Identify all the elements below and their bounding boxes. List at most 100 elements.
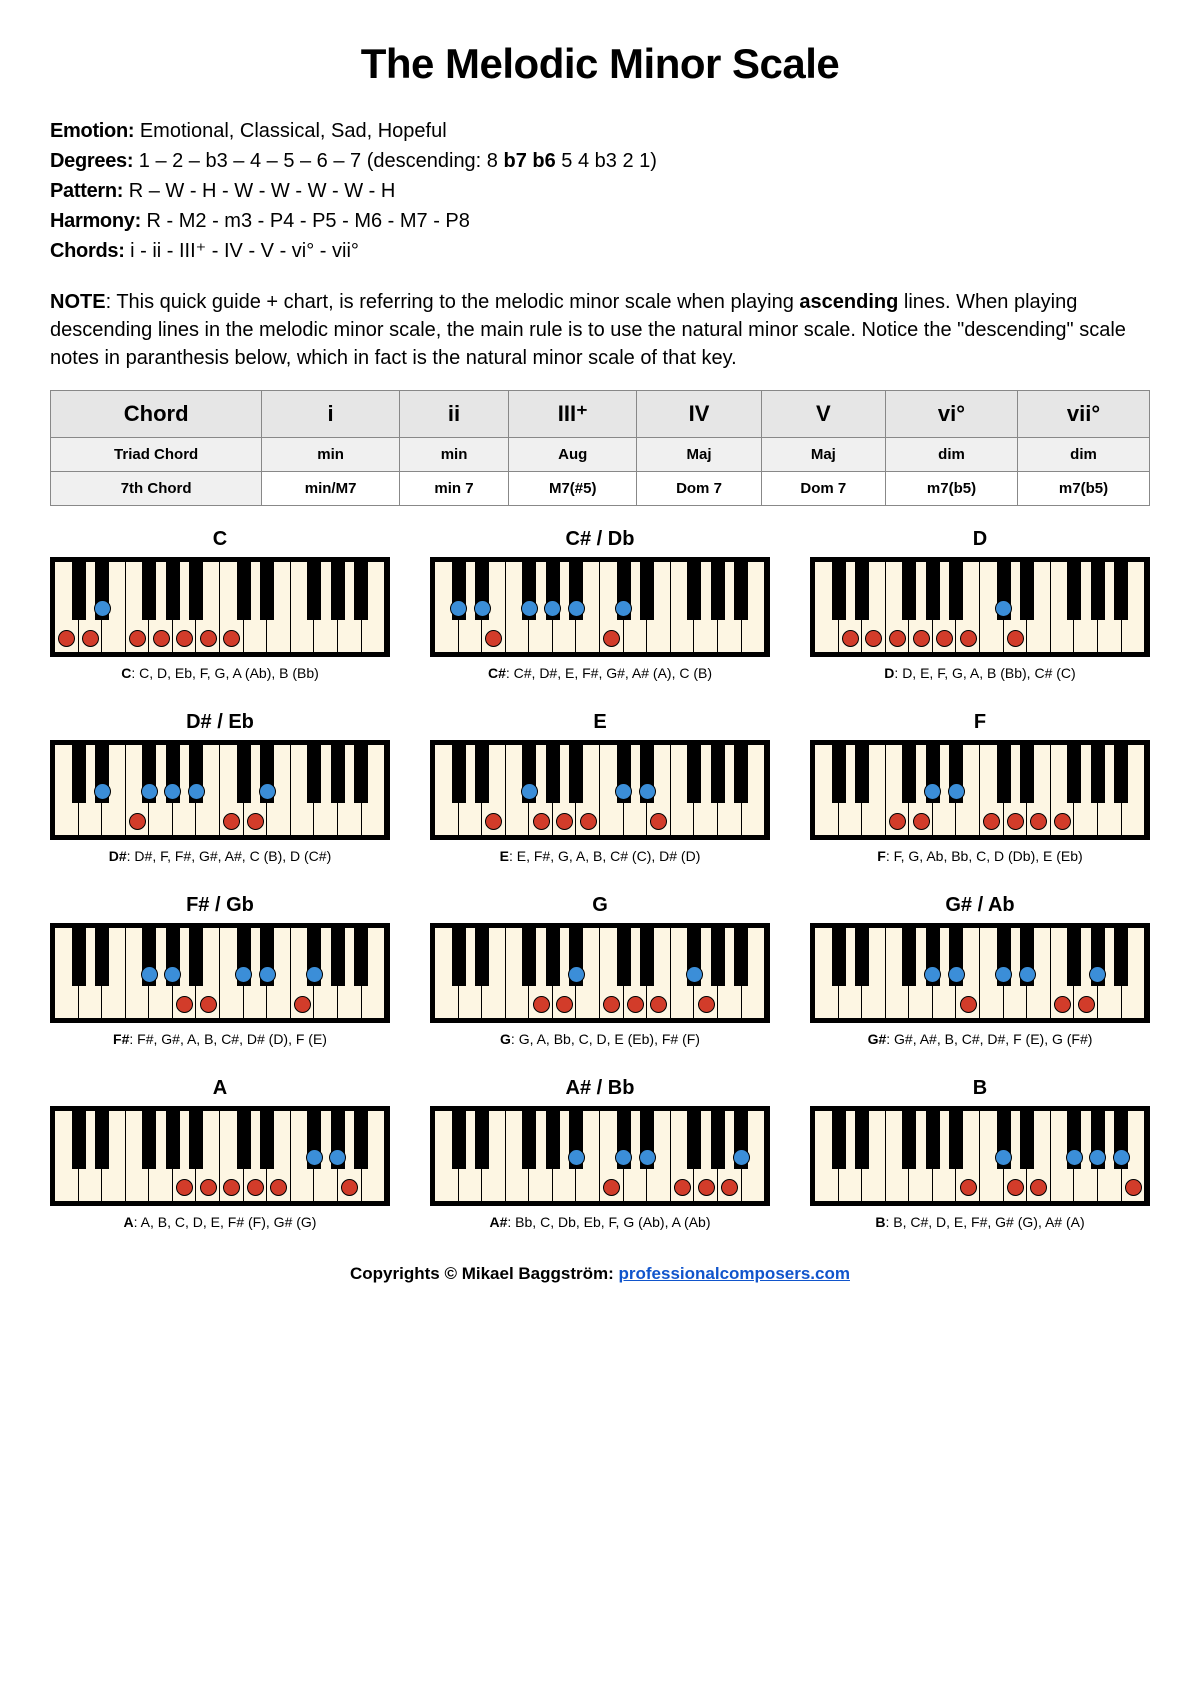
key-title: A <box>50 1077 390 1100</box>
note-bold2: ascending <box>799 291 898 313</box>
key-block: FF: F, G, Ab, Bb, C, D (Db), E (Eb) <box>810 711 1150 864</box>
chords-label: Chords: <box>50 240 125 262</box>
key-block: A# / BbA#: Bb, C, Db, Eb, F, G (Ab), A (… <box>430 1077 770 1230</box>
black-key <box>832 1111 846 1169</box>
keyboard <box>50 740 390 840</box>
note-dot <box>639 1149 656 1166</box>
key-title: D <box>810 528 1150 551</box>
note-dot <box>948 783 965 800</box>
key-block: C# / Db C#: C#, D#, E, F#, G#, A# (A), C … <box>430 528 770 681</box>
note-dot <box>556 996 573 1013</box>
note-dot <box>1054 813 1071 830</box>
key-title: G <box>430 894 770 917</box>
note-dot <box>1007 1179 1024 1196</box>
key-block: DD: D, E, F, G, A, B (Bb), C# (C) <box>810 528 1150 681</box>
note-dot <box>842 630 859 647</box>
black-key <box>902 1111 916 1169</box>
key-notes: A: A, B, C, D, E, F# (F), G# (G) <box>50 1214 390 1230</box>
black-key <box>902 745 916 803</box>
note-dot <box>176 996 193 1013</box>
note-dot <box>627 996 644 1013</box>
harmony-label: Harmony: <box>50 210 141 232</box>
table-cell: Dom 7 <box>637 472 761 506</box>
degrees-bold: b7 b6 <box>503 150 555 172</box>
note-dot <box>153 630 170 647</box>
degrees-label: Degrees: <box>50 150 133 172</box>
note-dot <box>129 813 146 830</box>
key-notes: C#: C#, D#, E, F#, G#, A# (A), C (B) <box>430 665 770 681</box>
black-key <box>711 745 725 803</box>
black-key <box>475 745 489 803</box>
key-title: A# / Bb <box>430 1077 770 1100</box>
copyright-text: Copyrights © Mikael Baggström: <box>350 1264 619 1283</box>
degrees-post: 5 4 b3 2 1) <box>556 150 657 172</box>
black-key <box>354 745 368 803</box>
note-dot <box>1078 996 1095 1013</box>
black-key <box>1020 745 1034 803</box>
black-key <box>354 928 368 986</box>
black-key <box>1091 562 1105 620</box>
black-key <box>237 562 251 620</box>
note-dot <box>936 630 953 647</box>
key-block: CC: C, D, Eb, F, G, A (Ab), B (Bb) <box>50 528 390 681</box>
note-dot <box>94 600 111 617</box>
black-key <box>307 562 321 620</box>
table-header: Chord <box>51 391 262 438</box>
note-dot <box>82 630 99 647</box>
black-key <box>855 928 869 986</box>
pattern-value: R – W - H - W - W - W - W - H <box>123 180 395 202</box>
keyboard <box>50 923 390 1023</box>
black-key <box>546 1111 560 1169</box>
note-dot <box>1066 1149 1083 1166</box>
note-dot <box>450 600 467 617</box>
black-key <box>855 745 869 803</box>
note-dot <box>889 630 906 647</box>
table-header: vii° <box>1017 391 1149 438</box>
black-key <box>949 1111 963 1169</box>
note-dot <box>615 600 632 617</box>
black-key <box>331 928 345 986</box>
black-key <box>354 562 368 620</box>
note-dot <box>306 1149 323 1166</box>
black-key <box>997 745 1011 803</box>
black-key <box>832 745 846 803</box>
note-dot <box>200 630 217 647</box>
note-dot <box>200 996 217 1013</box>
key-block: GG: G, A, Bb, C, D, E (Eb), F# (F) <box>430 894 770 1047</box>
table-cell: m7(b5) <box>1017 472 1149 506</box>
black-key <box>546 928 560 986</box>
note-dot <box>341 1179 358 1196</box>
note-dot <box>889 813 906 830</box>
table-cell: M7(#5) <box>509 472 637 506</box>
black-key <box>1114 745 1128 803</box>
black-key <box>711 1111 725 1169</box>
note-dot <box>474 600 491 617</box>
black-key <box>452 745 466 803</box>
chords-value: i - ii - III⁺ - IV - V - vi° - vii° <box>125 240 359 262</box>
key-block: D# / EbD#: D#, F, F#, G#, A#, C (B), D (… <box>50 711 390 864</box>
black-key <box>95 1111 109 1169</box>
table-cell: Maj <box>637 438 761 472</box>
emotion-label: Emotion: <box>50 120 134 142</box>
table-cell: Maj <box>761 438 885 472</box>
key-title: C# / Db <box>430 528 770 551</box>
note-dot <box>995 600 1012 617</box>
note-dot <box>995 1149 1012 1166</box>
footer-link[interactable]: professionalcomposers.com <box>619 1264 850 1283</box>
table-cell: min <box>262 438 400 472</box>
note-dot <box>200 1179 217 1196</box>
keyboard <box>810 923 1150 1023</box>
black-key <box>711 562 725 620</box>
keyboard <box>810 740 1150 840</box>
keyboard <box>430 557 770 657</box>
black-key <box>72 745 86 803</box>
keyboard <box>50 557 390 657</box>
table-cell: 7th Chord <box>51 472 262 506</box>
black-key <box>95 928 109 986</box>
keyboard <box>50 1106 390 1206</box>
note-dot <box>698 996 715 1013</box>
key-title: F# / Gb <box>50 894 390 917</box>
black-key <box>452 928 466 986</box>
note-dot <box>615 1149 632 1166</box>
pattern-label: Pattern: <box>50 180 123 202</box>
